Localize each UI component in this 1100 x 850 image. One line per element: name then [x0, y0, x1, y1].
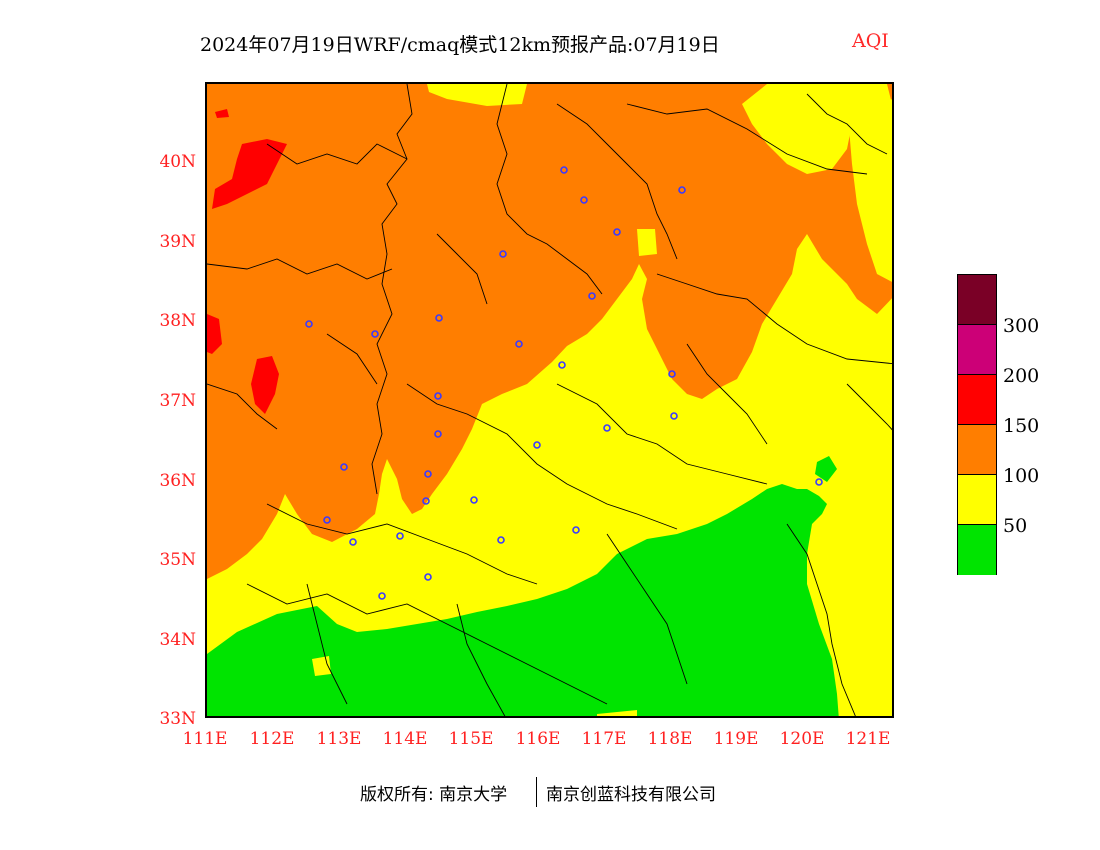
- aqi-zone-unhealthy-3: [251, 356, 279, 414]
- aqi-zone-good-coast: [815, 456, 837, 482]
- copyright-text: 版权所有: 南京大学: [360, 785, 508, 805]
- aqi-zone-moderate-ne2: [847, 99, 892, 282]
- lat-label-34n: 34N: [159, 630, 196, 650]
- lat-label-38n: 38N: [159, 311, 196, 331]
- legend-swatch-0-50: [958, 525, 996, 575]
- lat-label-40n: 40N: [159, 152, 196, 172]
- aqi-map-canvas: [207, 84, 892, 716]
- lat-label-35n: 35N: [159, 550, 196, 570]
- lon-label-120e: 120E: [779, 729, 825, 749]
- aqi-zone-moderate-east-spur: [767, 384, 827, 434]
- legend-label-50: 50: [1003, 515, 1028, 537]
- aqi-zone-unhealthy-1: [212, 139, 287, 209]
- aqi-zone-unhealthy-4: [215, 109, 229, 118]
- lat-label-36n: 36N: [159, 471, 196, 491]
- aqi-zone-moderate-north: [427, 84, 527, 106]
- lat-label-37n: 37N: [159, 391, 196, 411]
- lon-label-117e: 117E: [581, 729, 627, 749]
- aqi-map: [205, 82, 894, 718]
- lat-label-39n: 39N: [159, 232, 196, 252]
- admin-boundaries: [207, 84, 892, 716]
- legend-label-100: 100: [1003, 465, 1040, 487]
- lat-label-33n: 33N: [159, 709, 196, 729]
- lon-label-118e: 118E: [647, 729, 693, 749]
- lon-label-121e: 121E: [845, 729, 891, 749]
- legend-label-300: 300: [1003, 315, 1040, 337]
- copyright-footer: 版权所有: 南京大学 南京创蓝科技有限公司: [0, 777, 1100, 807]
- legend-swatch-50-100: [958, 475, 996, 525]
- legend-swatch-100-150: [958, 425, 996, 475]
- lon-label-111e: 111E: [182, 729, 228, 749]
- aqi-zone-unhealthy-2: [207, 314, 222, 354]
- lon-label-113e: 113E: [316, 729, 362, 749]
- lon-label-116e: 116E: [515, 729, 561, 749]
- aqi-zone-good: [207, 484, 839, 716]
- legend-label-200: 200: [1003, 365, 1040, 387]
- aqi-zone-moderate-center: [637, 229, 657, 256]
- aqi-zone-moderate-south: [597, 710, 637, 716]
- monitoring-stations: [305, 166, 823, 600]
- chart-title: 2024年07月19日WRF/cmaq模式12km预报产品:07月19日 AQI: [0, 30, 1100, 56]
- legend-swatch-200-300: [958, 325, 996, 375]
- variable-label: AQI: [852, 30, 889, 52]
- lon-label-115e: 115E: [448, 729, 494, 749]
- lon-label-112e: 112E: [249, 729, 295, 749]
- legend-swatch-300-plus: [958, 275, 996, 325]
- legend-swatch-150-200: [958, 375, 996, 425]
- legend-label-150: 150: [1003, 415, 1040, 437]
- aqi-zone-sensitive: [207, 84, 892, 579]
- lon-label-119e: 119E: [713, 729, 759, 749]
- footer-divider: [536, 777, 537, 807]
- aqi-legend: [957, 274, 997, 575]
- company-text: 南京创蓝科技有限公司: [546, 785, 716, 805]
- title-text: 2024年07月19日WRF/cmaq模式12km预报产品:07月19日: [200, 34, 720, 56]
- lon-label-114e: 114E: [382, 729, 428, 749]
